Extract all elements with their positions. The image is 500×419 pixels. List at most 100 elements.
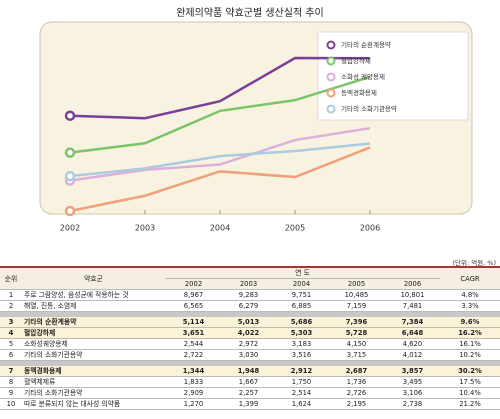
value-cell: 2,514: [275, 387, 328, 399]
table-row: 6 기타의 소화기관용약 2,722 3,030 3,516 3,715 4,012 10.2…: [0, 349, 500, 361]
header-rank: 순위: [0, 266, 22, 290]
group-cell: 혈압강하제: [22, 327, 165, 339]
line-marker: [64, 147, 76, 158]
value-cell: 2,722: [165, 349, 222, 361]
value-cell: 4,620: [385, 338, 440, 350]
group-cell: 기타의 소화기관용약: [22, 349, 165, 361]
value-cell: 5,728: [328, 327, 385, 339]
header-cagr: CAGR: [440, 266, 500, 290]
rank-cell: 10: [0, 398, 22, 410]
separator: [0, 311, 500, 317]
table-row: 2 해열, 진통, 소염제 6,565 6,279 6,885 7,159 7,481 3.3…: [0, 300, 500, 312]
legend-label: 기타의 순환계용약: [341, 40, 391, 49]
value-cell: 3,715: [328, 349, 385, 361]
separator: [0, 360, 500, 366]
header-years: 연 도: [165, 266, 440, 279]
value-cell: 10,485: [328, 289, 385, 301]
rank-cell: 6: [0, 349, 22, 361]
value-cell: 3,495: [385, 376, 440, 388]
data-table: 순위 약효군 연 도 CAGR 2002 2003 2004 2005 2006 1 주로…: [0, 266, 500, 410]
header-year: 2002: [165, 278, 222, 290]
table-row: 5 소화성궤양용제 2,544 2,972 3,183 4,150 4,620 16.1%: [0, 338, 500, 350]
group-cell: 해열, 진통, 소염제: [22, 300, 165, 312]
value-cell: 7,384: [385, 317, 440, 328]
table-row: 7 동맥경화용제 1,344 1,948 2,912 2,687 3,857 30.2%: [0, 366, 500, 377]
value-cell: 21.2%: [440, 398, 500, 410]
legend-label: 소화성 궤양용제: [341, 72, 385, 81]
value-cell: 3,857: [385, 366, 440, 377]
value-cell: 9.6%: [440, 317, 500, 328]
value-cell: 1,270: [165, 398, 222, 410]
value-cell: 6,885: [275, 300, 328, 312]
value-cell: 1,948: [222, 366, 275, 377]
value-cell: 3.3%: [440, 300, 500, 312]
value-cell: 2,195: [328, 398, 385, 410]
rank-cell: 3: [0, 317, 22, 328]
value-cell: 2,544: [165, 338, 222, 350]
table-row: 9 기타의 소화기관용약 2,909 2,257 2,514 2,726 3,106 10.4…: [0, 387, 500, 399]
x-tick-label: 2005: [285, 224, 305, 233]
value-cell: 1,667: [222, 376, 275, 388]
value-cell: 3,516: [275, 349, 328, 361]
x-tick-label: 2002: [60, 224, 80, 233]
value-cell: 10.2%: [440, 349, 500, 361]
value-cell: 2,972: [222, 338, 275, 350]
separator-cell: [0, 311, 500, 317]
value-cell: 2,257: [222, 387, 275, 399]
value-cell: 2,909: [165, 387, 222, 399]
value-cell: 6,279: [222, 300, 275, 312]
value-cell: 3,030: [222, 349, 275, 361]
legend-marker: [326, 88, 336, 98]
value-cell: 5,303: [275, 327, 328, 339]
value-cell: 10,801: [385, 289, 440, 301]
group-cell: 주로 그람양성, 음성균에 작용하는 것: [22, 289, 165, 301]
title: 완제의약품 약효군별 생산실적 추이: [176, 8, 324, 19]
value-cell: 1,344: [165, 366, 222, 377]
group-cell: 동맥경화용제: [22, 366, 165, 377]
rank-cell: 2: [0, 300, 22, 312]
rank-cell: 7: [0, 366, 22, 377]
value-cell: 16.2%: [440, 327, 500, 339]
group-cell: 기타의 소화기관용약: [22, 387, 165, 399]
header-year: 2006: [385, 278, 440, 290]
line-marker: [64, 205, 76, 217]
rank-cell: 5: [0, 338, 22, 350]
legend-marker: [326, 104, 336, 114]
value-cell: 1,750: [275, 376, 328, 388]
value-cell: 3,183: [275, 338, 328, 350]
rank-cell: 1: [0, 289, 22, 301]
line-marker: [64, 110, 76, 121]
value-cell: 7,481: [385, 300, 440, 312]
line-series: [69, 56, 371, 120]
unit-note: (단위: 억원, %): [452, 259, 496, 267]
legend-box: [317, 31, 469, 121]
line-series: [69, 75, 371, 154]
header-year: 2003: [222, 278, 275, 290]
table-row: 10 따로 분류되지 않는 대사성 의약품 1,270 1,399 1,624 2,195…: [0, 398, 500, 410]
value-cell: 2,726: [328, 387, 385, 399]
value-cell: 4,012: [385, 349, 440, 361]
rank-cell: 8: [0, 376, 22, 388]
line-series: [69, 126, 371, 182]
table-row: 4 혈압강하제 3,651 4,022 5,303 5,728 6,648 16.2%: [0, 327, 500, 339]
rank-cell: 9: [0, 387, 22, 399]
value-cell: 2,687: [328, 366, 385, 377]
x-tick-label: 2004: [210, 224, 230, 233]
value-cell: 5,013: [222, 317, 275, 328]
header-year: 2004: [275, 278, 328, 290]
value-cell: 3,106: [385, 387, 440, 399]
value-cell: 30.2%: [440, 366, 500, 377]
value-cell: 2,738: [385, 398, 440, 410]
x-tick-label: 2006: [360, 224, 380, 233]
value-cell: 5,114: [165, 317, 222, 328]
table-row: 1 주로 그람양성, 음성균에 작용하는 것 8,967 9,283 9,751 10,4…: [0, 289, 500, 301]
group-cell: 소화성궤양용제: [22, 338, 165, 350]
legend-label: 동맥경화용제: [341, 88, 377, 97]
value-cell: 9,751: [275, 289, 328, 301]
value-cell: 1,624: [275, 398, 328, 410]
value-cell: 4,022: [222, 327, 275, 339]
value-cell: 4,150: [328, 338, 385, 350]
value-cell: 3,651: [165, 327, 222, 339]
